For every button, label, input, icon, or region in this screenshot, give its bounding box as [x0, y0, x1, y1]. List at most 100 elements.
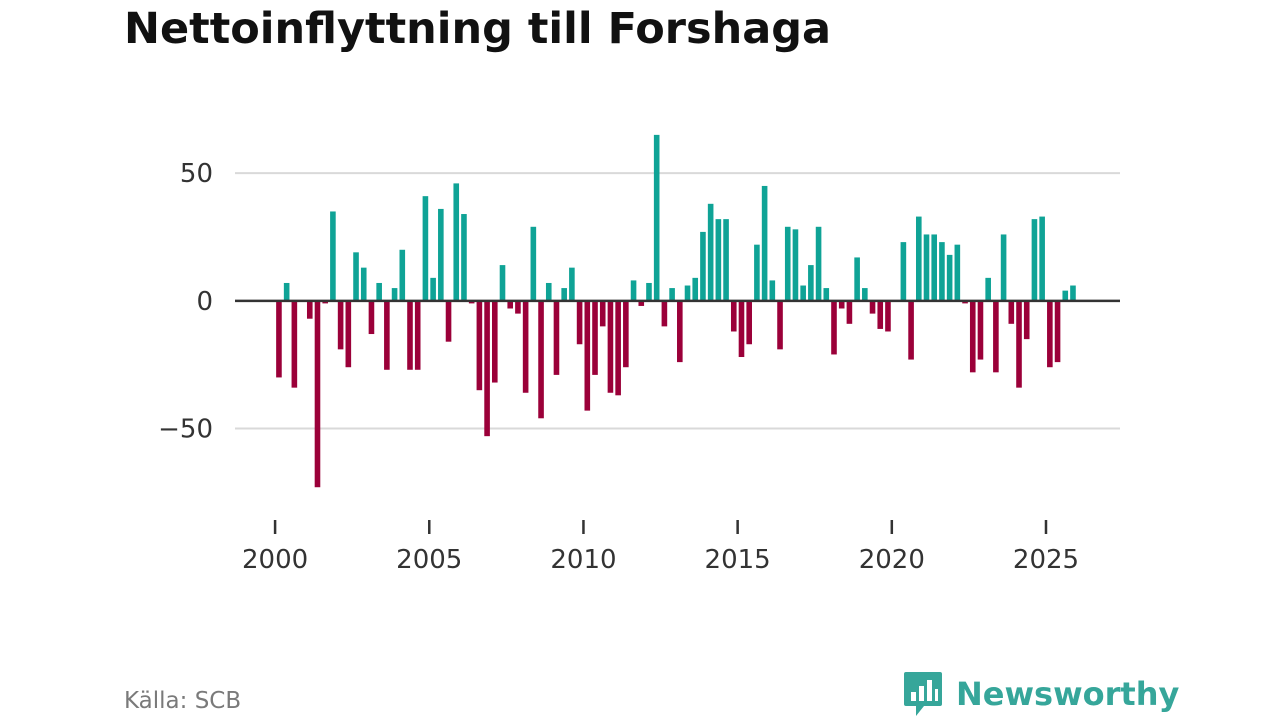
- bar: [507, 300, 514, 309]
- gridlines: [235, 172, 1120, 430]
- bar: [414, 300, 421, 370]
- bar: [815, 226, 822, 301]
- bar: [707, 203, 714, 301]
- bar: [530, 226, 537, 301]
- bar: [993, 300, 999, 373]
- bar: [862, 288, 868, 301]
- bar: [538, 300, 544, 419]
- bar: [376, 282, 382, 301]
- bar: [692, 277, 699, 301]
- bar: [491, 300, 498, 383]
- bar: [615, 300, 621, 396]
- x-axis: 2000 2005 2010 2015 2020 2025: [242, 520, 1079, 575]
- bar: [499, 265, 506, 301]
- bar: [677, 300, 683, 363]
- bar: [484, 300, 490, 437]
- bar: [808, 265, 814, 301]
- bar: [754, 244, 760, 301]
- x-tick-label: 2015: [705, 545, 771, 575]
- bar: [1000, 234, 1007, 301]
- bar: [330, 211, 336, 301]
- bar: [453, 183, 460, 301]
- bar: [569, 267, 575, 301]
- bar: [1031, 219, 1038, 301]
- bar: [337, 300, 344, 350]
- bar: [1039, 216, 1045, 301]
- bar: [854, 257, 860, 301]
- bar: [638, 300, 645, 306]
- y-axis: 50 0 −50: [158, 159, 213, 444]
- bar: [522, 300, 529, 393]
- x-tick-label: 2025: [1013, 545, 1079, 575]
- bar: [777, 300, 783, 350]
- bar: [368, 300, 375, 335]
- bar: [1016, 300, 1022, 388]
- bar: [769, 280, 776, 301]
- bar: [599, 300, 606, 327]
- bar: [738, 300, 745, 358]
- bar: [715, 219, 722, 301]
- bar: [468, 300, 475, 304]
- bar: [977, 300, 984, 360]
- bar: [384, 300, 390, 370]
- bar: [669, 288, 675, 301]
- bar: [422, 196, 429, 301]
- bar: [306, 300, 313, 319]
- bar: [353, 252, 359, 301]
- bar: [1062, 290, 1069, 301]
- x-tick-label: 2020: [859, 545, 925, 575]
- bar: [885, 300, 891, 332]
- chart-title: Nettoinflyttning till Forshaga: [124, 4, 832, 54]
- brand-logo[interactable]: Newsworthy: [902, 670, 1179, 718]
- bar: [915, 216, 922, 301]
- bar: [723, 219, 729, 301]
- source-label: Källa: SCB: [124, 688, 242, 714]
- bar: [800, 285, 806, 301]
- bar: [461, 214, 467, 301]
- bar: [962, 300, 968, 304]
- bar: [322, 300, 328, 304]
- bar: [276, 300, 282, 378]
- bar: [700, 231, 706, 301]
- bar: [561, 288, 567, 301]
- bar: [623, 300, 629, 368]
- bar: [746, 300, 752, 345]
- bar: [592, 300, 598, 375]
- bar: [584, 300, 591, 411]
- bar: [969, 300, 976, 373]
- x-tick-label: 2000: [242, 545, 308, 575]
- x-tick-label: 2010: [550, 545, 616, 575]
- bar: [314, 300, 321, 488]
- bar: [630, 280, 637, 301]
- bar: [576, 300, 583, 345]
- bar: [784, 226, 791, 301]
- bar: [345, 300, 352, 368]
- bars: [276, 134, 1076, 488]
- bar: [607, 300, 614, 393]
- bar: [1047, 300, 1053, 368]
- bar: [515, 300, 521, 314]
- bar: [684, 285, 691, 301]
- bar: [438, 208, 444, 301]
- bar: [931, 234, 938, 301]
- y-tick-label: 0: [196, 287, 213, 317]
- y-tick-label: −50: [158, 415, 213, 445]
- bar: [360, 267, 367, 301]
- bar: [1008, 300, 1015, 324]
- bar: [908, 300, 914, 360]
- bar: [1023, 300, 1030, 340]
- bar: [476, 300, 483, 391]
- bar: [1070, 285, 1076, 301]
- bar: [391, 288, 398, 301]
- bar: [985, 277, 991, 301]
- bar: [291, 300, 298, 388]
- bar: [430, 277, 436, 301]
- bar: [445, 300, 452, 342]
- brand-name: Newsworthy: [956, 675, 1180, 713]
- newsworthy-logo-icon: [904, 672, 942, 716]
- bar: [553, 300, 560, 375]
- bar: [399, 249, 406, 301]
- bar: [792, 229, 799, 301]
- bar: [545, 282, 552, 301]
